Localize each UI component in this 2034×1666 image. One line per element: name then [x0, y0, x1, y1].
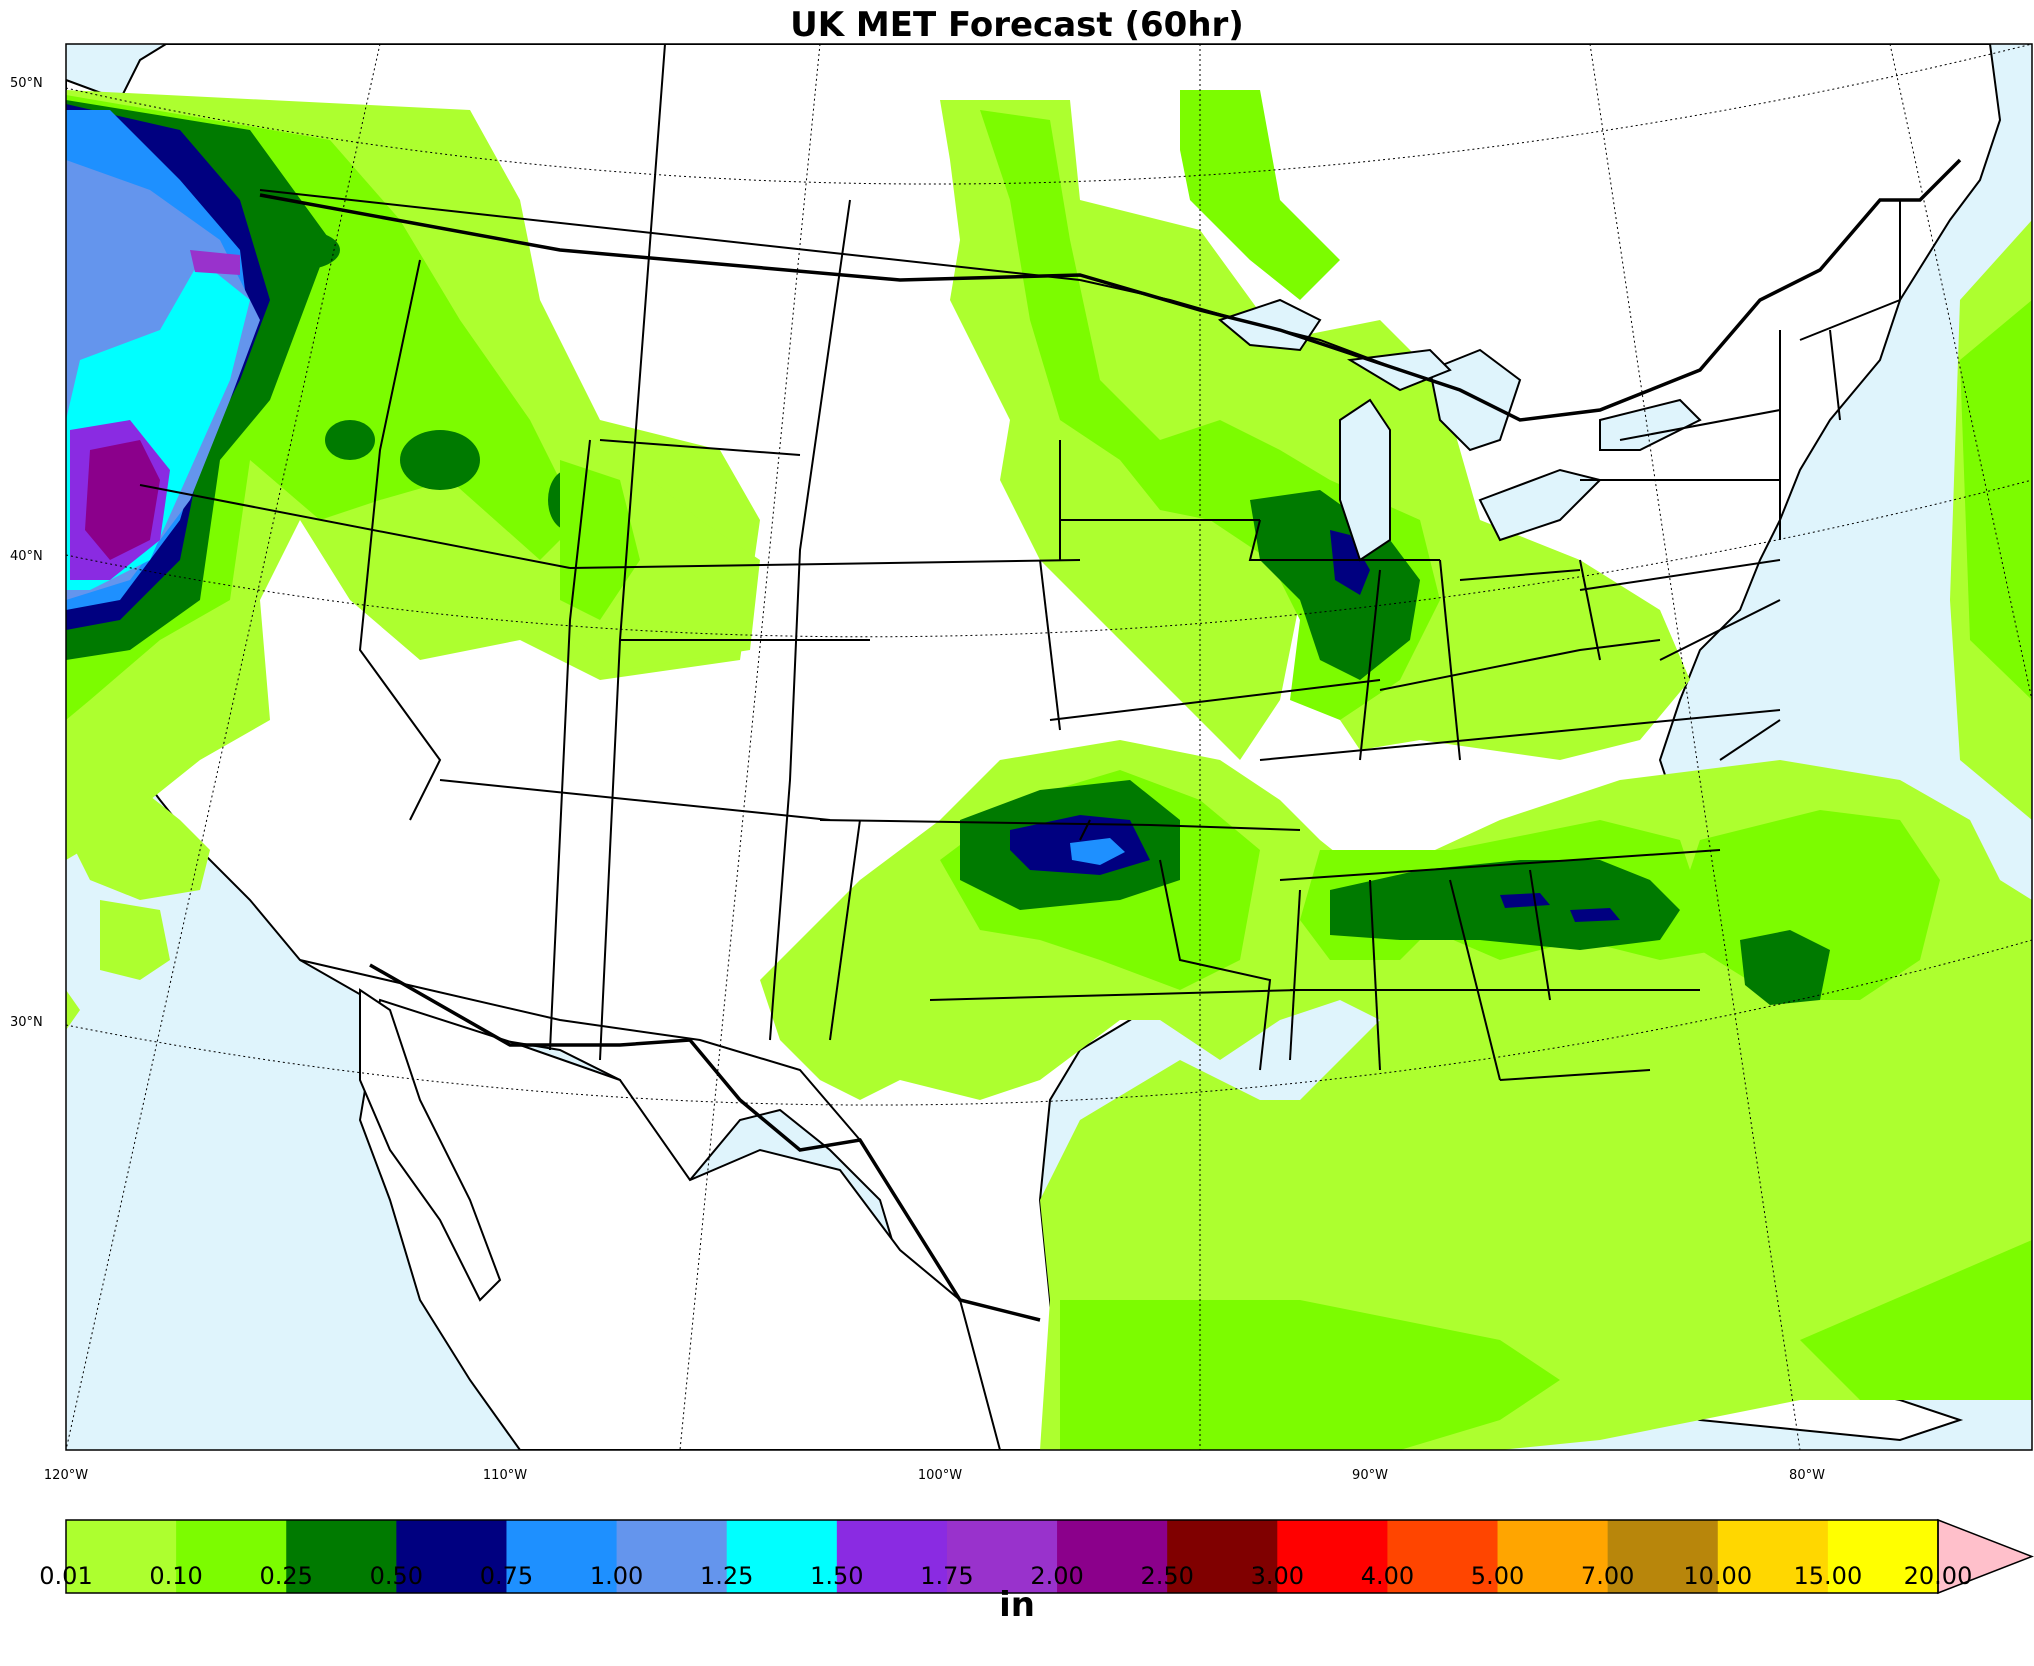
colorbar-swatch — [176, 1520, 287, 1593]
colorbar-tick-label: 2.00 — [1030, 1562, 1084, 1590]
colorbar-swatch — [1497, 1520, 1609, 1593]
chart-title: UK MET Forecast (60hr) — [790, 5, 1244, 45]
colorbar-tick-label: 0.01 — [39, 1562, 93, 1590]
colorbar-swatch — [1167, 1520, 1278, 1593]
colorbar-swatch — [616, 1520, 728, 1593]
colorbar-tick-label: 1.75 — [920, 1562, 974, 1590]
colorbar — [65, 1518, 2034, 1595]
colorbar-tick-label: 4.00 — [1360, 1562, 1415, 1590]
lat-label-50: 50°N — [10, 76, 43, 91]
canada-us-border — [259, 158, 1962, 422]
colorbar-tick-label: 5.00 — [1470, 1562, 1525, 1590]
colorbar-swatch — [1387, 1520, 1499, 1593]
us-mexico-border — [369, 963, 1041, 1322]
colorbar-swatch — [396, 1520, 507, 1593]
colorbar-swatch — [726, 1520, 838, 1593]
colorbar-swatch — [1277, 1520, 1388, 1593]
colorbar-tick-label: 0.25 — [259, 1562, 313, 1590]
colorbar-tick-label: 3.00 — [1250, 1562, 1304, 1590]
colorbar-tick-label: 7.00 — [1580, 1562, 1635, 1590]
state-borders — [139, 44, 1901, 1141]
colorbar-swatch — [506, 1520, 618, 1593]
colorbar-tick-label: 0.10 — [149, 1562, 203, 1590]
precip-fields — [66, 90, 2032, 1450]
colorbar-unit: in — [999, 1585, 1035, 1625]
colorbar-swatch — [946, 1520, 1058, 1593]
graticule — [66, 44, 2032, 1450]
colorbar-tick-label: 0.50 — [369, 1562, 424, 1590]
colorbar-swatch — [836, 1520, 948, 1593]
colorbar-tick-label: 1.25 — [699, 1562, 754, 1590]
land-baja — [359, 988, 502, 1302]
colorbar-swatch — [286, 1520, 397, 1593]
lon-label-120: 120°W — [43, 1468, 89, 1483]
lon-label-110: 110°W — [482, 1468, 528, 1483]
colorbar-tick-label: 10.00 — [1683, 1562, 1753, 1590]
colorbar-swatch — [1827, 1520, 1939, 1593]
lat-label-30: 30°N — [10, 1015, 43, 1030]
colorbar-tick-label: 1.00 — [589, 1562, 644, 1590]
lon-label-100: 100°W — [917, 1468, 963, 1483]
colorbar-swatch — [1057, 1520, 1168, 1593]
lat-label-40: 40°N — [10, 549, 43, 564]
colorbar-tick-label: 15.00 — [1793, 1562, 1863, 1590]
colorbar-tick-label: 20.00 — [1903, 1562, 1973, 1590]
colorbar-tick-label: 0.75 — [479, 1562, 534, 1590]
colorbar-swatch — [1717, 1520, 1829, 1593]
colorbar-tick-label: 1.50 — [810, 1562, 864, 1590]
lon-label-80: 80°W — [1789, 1468, 1825, 1483]
lon-label-90: 90°W — [1352, 1468, 1388, 1483]
colorbar-tick-label: 2.50 — [1140, 1562, 1194, 1590]
great-lakes — [1217, 298, 1702, 562]
colorbar-swatch — [1607, 1520, 1719, 1593]
colorbar-swatch — [66, 1520, 177, 1593]
